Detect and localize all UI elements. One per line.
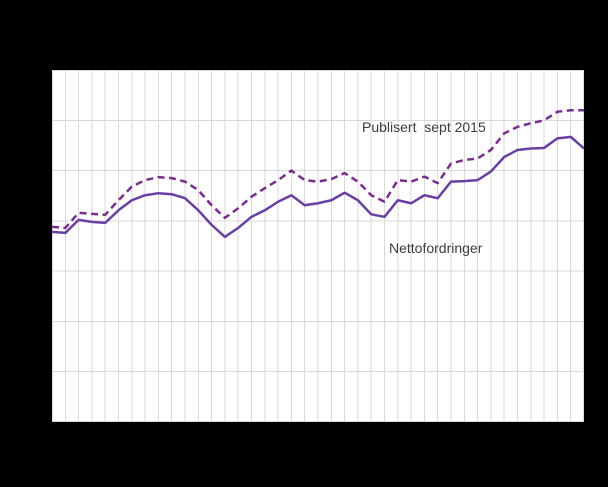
series-line-publisert xyxy=(52,108,584,230)
plot-area: Publisert sept 2015 Nettofordringer xyxy=(52,70,584,422)
plot-border xyxy=(52,70,584,422)
gridlines xyxy=(52,70,584,422)
series-line-nettofordringer xyxy=(52,135,584,239)
chart-svg xyxy=(52,70,584,422)
